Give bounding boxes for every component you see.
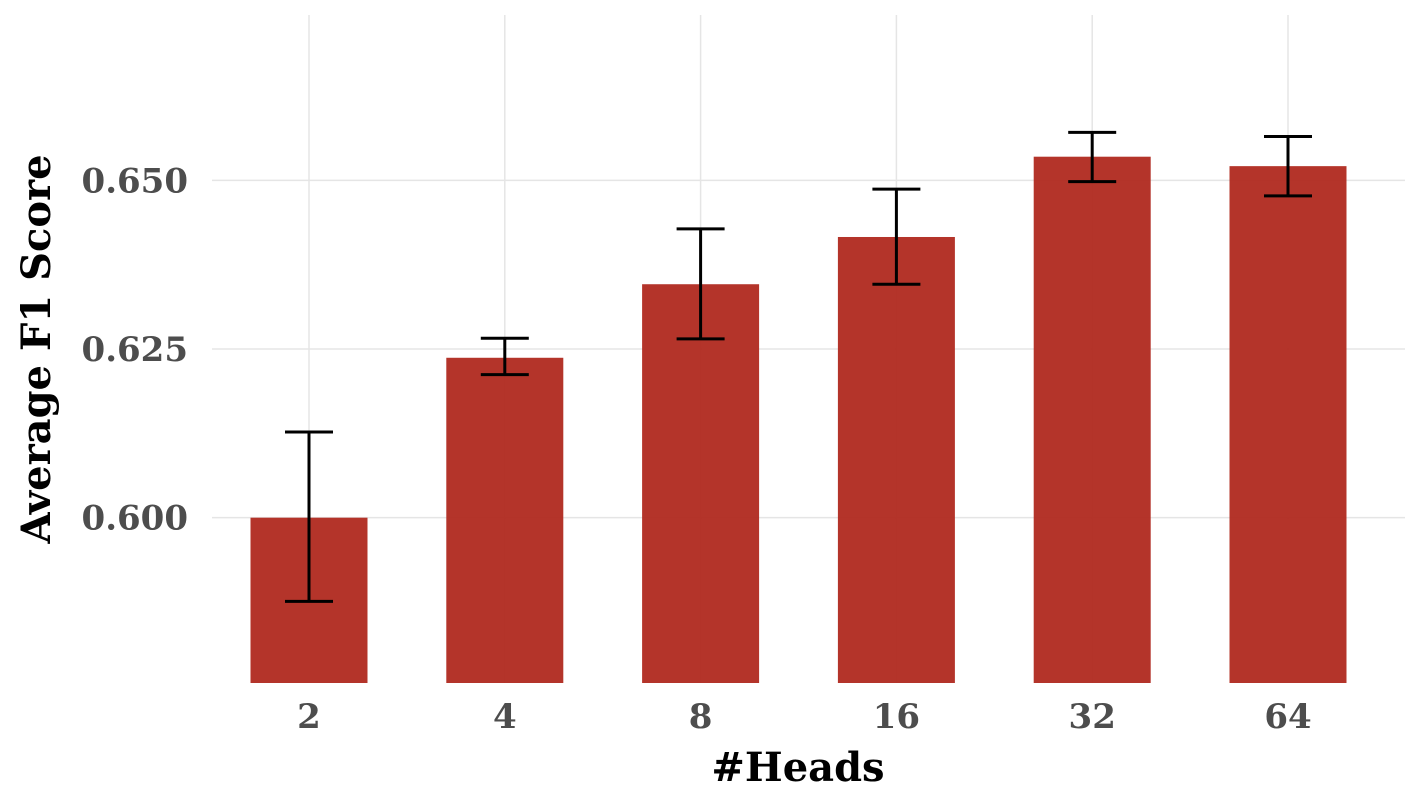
x-tick-label: 16	[873, 697, 920, 737]
error-bar-2	[285, 430, 333, 603]
y-tick-label: 0.600	[82, 499, 188, 539]
bar-32	[1033, 156, 1151, 684]
x-axis-title: #Heads	[711, 744, 884, 791]
y-tick-label: 0.650	[82, 161, 188, 201]
x-tick-label: 32	[1069, 697, 1116, 737]
horizontal-gridlines	[212, 179, 1405, 519]
y-axis-title: Average F1 Score	[13, 154, 60, 544]
error-bar-32	[1068, 130, 1117, 184]
error-bar-16	[872, 187, 921, 286]
y-tick-labels: 0.600 0.625 0.650	[82, 161, 188, 538]
x-tick-label: 8	[689, 697, 713, 737]
error-bar-4	[480, 336, 529, 377]
x-tick-label: 4	[493, 697, 517, 737]
bar-64	[1229, 166, 1347, 683]
bar-8	[642, 284, 760, 683]
x-tick-label: 2	[297, 697, 321, 737]
x-tick-label: 64	[1264, 697, 1311, 737]
x-tick-labels: 2 4 8 16 32 64	[297, 697, 1312, 737]
y-tick-label: 0.625	[82, 330, 188, 370]
bars-group	[250, 156, 1347, 684]
error-bars-group	[285, 130, 1312, 603]
error-bar-64	[1264, 134, 1312, 198]
error-bar-8	[676, 227, 725, 341]
bar-4	[446, 357, 564, 683]
bar-16	[837, 236, 955, 683]
